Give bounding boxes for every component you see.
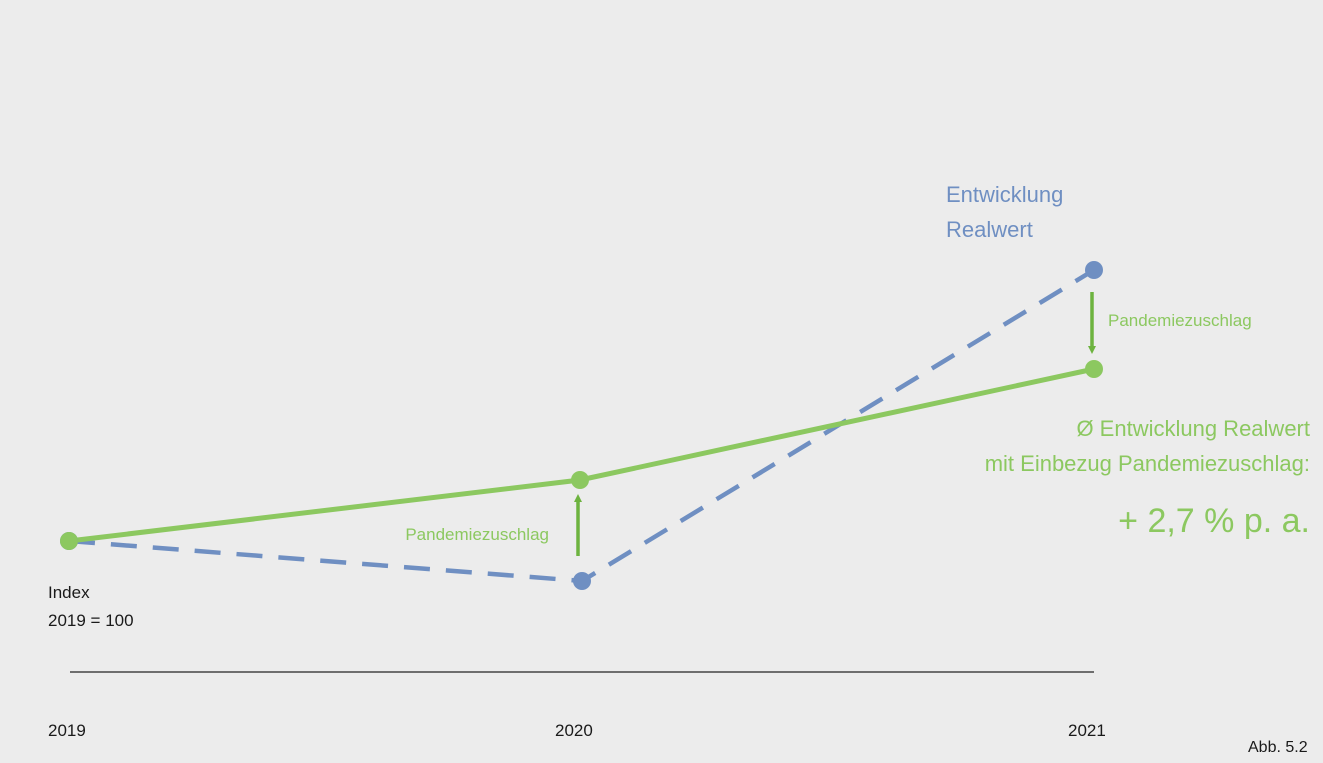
x-tick-label: 2020 — [555, 721, 593, 740]
growth-rate-value: + 2,7 % p. a. — [1118, 502, 1310, 540]
series-line-realwert — [68, 268, 1096, 584]
x-tick-label: 2019 — [48, 721, 86, 740]
series-label-realwert-line1: Entwicklung — [946, 182, 1063, 207]
data-point-average-2020 — [571, 471, 589, 489]
series-label-realwert-line2: Realwert — [946, 217, 1033, 242]
series-label-average-line1: Ø Entwicklung Realwert — [1076, 416, 1310, 441]
data-point-average-2021 — [1085, 360, 1103, 378]
series-label-average-line2: mit Einbezug Pandemiezuschlag: — [985, 451, 1310, 476]
data-point-realwert-2020 — [573, 572, 591, 590]
index-label-line2: 2019 = 100 — [48, 611, 134, 630]
index-label-line1: Index — [48, 583, 90, 602]
data-point-realwert-2021 — [1085, 261, 1103, 279]
annotation-pandemiezuschlag-2020: Pandemiezuschlag — [405, 525, 549, 544]
series-line-average — [68, 366, 1095, 544]
data-point-average-2019 — [60, 532, 78, 550]
figure-label: Abb. 5.2 — [1248, 739, 1308, 756]
x-tick-label: 2021 — [1068, 721, 1106, 740]
annotation-pandemiezuschlag-2021: Pandemiezuschlag — [1108, 311, 1252, 330]
